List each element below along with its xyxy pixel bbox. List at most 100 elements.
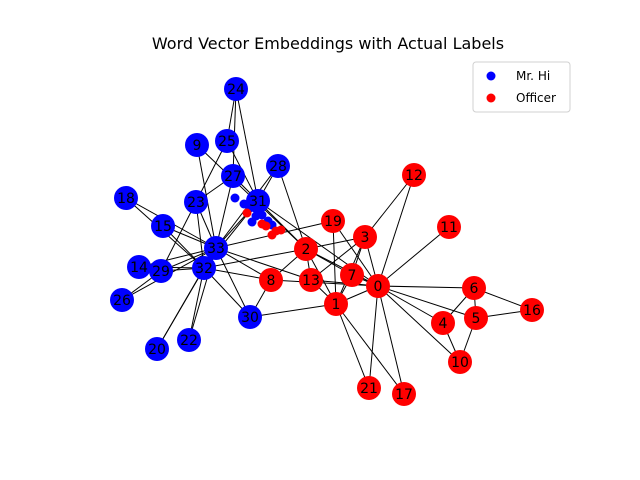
node-circle-4	[431, 311, 455, 335]
node-12: 12	[402, 163, 426, 187]
node-31: 31	[246, 189, 270, 213]
edge-1-30	[249, 303, 337, 318]
node-label-31: 31	[249, 194, 267, 210]
node-circle-9	[185, 133, 209, 157]
edge-0-21	[368, 285, 379, 389]
node-label-17: 17	[395, 387, 413, 403]
edge-23-29	[160, 201, 197, 272]
node-circle-15	[151, 214, 175, 238]
node-label-8: 8	[267, 273, 276, 289]
node-circle-10	[448, 350, 472, 374]
node-label-21: 21	[360, 381, 378, 397]
node-circle-16	[520, 298, 544, 322]
legend-frame	[472, 61, 571, 113]
node-27: 27	[221, 164, 245, 188]
node-circle-26	[110, 288, 134, 312]
edge-0-19	[332, 220, 379, 287]
edge-1-19	[332, 220, 337, 305]
node-4: 4	[431, 311, 455, 335]
node-label-0: 0	[374, 279, 383, 295]
edge-1-21	[335, 303, 370, 389]
node-label-19: 19	[324, 214, 342, 230]
node-8: 8	[259, 268, 283, 292]
node-24: 24	[224, 77, 248, 101]
node-28: 28	[266, 154, 290, 178]
node-label-10: 10	[451, 355, 469, 371]
node-circle-14	[127, 255, 151, 279]
legend-marker-mr-hi	[486, 71, 496, 81]
node-32: 32	[192, 256, 216, 280]
node-22: 22	[177, 328, 201, 352]
node-circle-17	[392, 382, 416, 406]
node-6: 6	[462, 276, 486, 300]
node-label-23: 23	[187, 195, 205, 211]
edge-0-5	[377, 285, 477, 319]
edge-0-4	[377, 285, 444, 324]
node-circle-5	[464, 306, 488, 330]
node-circle-25	[215, 129, 239, 153]
node-circle-13	[299, 268, 323, 292]
node-25: 25	[215, 129, 239, 153]
node-16: 16	[520, 298, 544, 322]
node-circle-32	[192, 256, 216, 280]
node-label-25: 25	[218, 134, 236, 150]
node-label-1: 1	[332, 297, 341, 313]
node-19: 19	[321, 209, 345, 233]
node-label-12: 12	[405, 168, 423, 184]
node-13: 13	[299, 268, 323, 292]
embedding-point-13	[276, 225, 286, 235]
node-circle-7	[340, 263, 364, 287]
node-label-13: 13	[302, 273, 320, 289]
node-9: 9	[185, 133, 209, 157]
edge-22-32	[188, 267, 205, 341]
node-label-5: 5	[472, 311, 481, 327]
node-circle-19	[321, 209, 345, 233]
node-circle-11	[437, 215, 461, 239]
node-label-28: 28	[269, 159, 287, 175]
node-label-6: 6	[470, 281, 479, 297]
node-label-27: 27	[224, 169, 242, 185]
edge-27-33	[215, 175, 234, 249]
node-circle-3	[353, 225, 377, 249]
node-label-18: 18	[117, 191, 135, 207]
node-label-3: 3	[361, 230, 370, 246]
node-label-9: 9	[193, 138, 202, 154]
node-circle-29	[149, 259, 173, 283]
node-label-26: 26	[113, 293, 131, 309]
embedding-point-12	[267, 230, 277, 240]
node-3: 3	[353, 225, 377, 249]
node-1: 1	[324, 292, 348, 316]
node-circle-8	[259, 268, 283, 292]
node-label-14: 14	[130, 260, 148, 276]
node-circle-0	[366, 274, 390, 298]
node-circle-20	[145, 337, 169, 361]
node-label-4: 4	[439, 316, 448, 332]
node-circle-12	[402, 163, 426, 187]
edge-24-31	[235, 88, 259, 202]
edge-0-11	[377, 226, 450, 287]
node-17: 17	[392, 382, 416, 406]
node-14: 14	[127, 255, 151, 279]
node-33: 33	[204, 236, 228, 260]
embedding-point-10	[261, 221, 271, 231]
node-circle-28	[266, 154, 290, 178]
edge-0-6	[377, 285, 475, 289]
edge-0-10	[377, 285, 461, 363]
node-label-7: 7	[348, 268, 357, 284]
node-23: 23	[184, 190, 208, 214]
edge-0-17	[377, 285, 405, 395]
node-label-22: 22	[180, 333, 198, 349]
node-0: 0	[366, 274, 390, 298]
node-label-15: 15	[154, 219, 172, 235]
node-30: 30	[238, 305, 262, 329]
embedding-point-7	[247, 217, 257, 227]
node-label-11: 11	[440, 220, 458, 236]
legend-label-mr-hi: Mr. Hi	[516, 69, 550, 83]
node-21: 21	[357, 376, 381, 400]
node-label-2: 2	[302, 242, 311, 258]
edge-3-12	[364, 174, 415, 238]
edge-2-28	[277, 165, 307, 250]
embedding-point-0	[230, 193, 240, 203]
